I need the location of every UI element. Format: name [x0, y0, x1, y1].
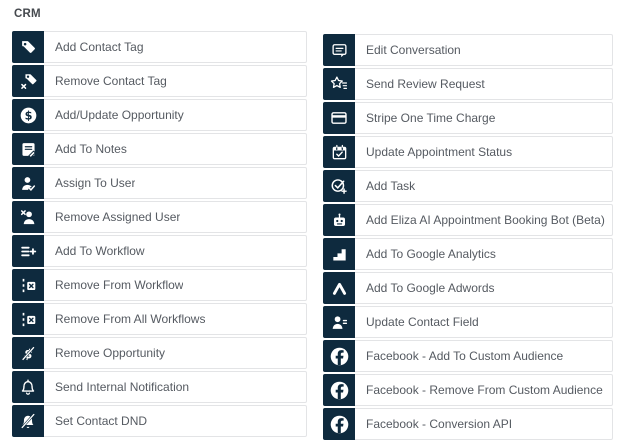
left-column: Add Contact Tag Remove Contact Tag Add/U…: [12, 31, 307, 442]
action-label: Add/Update Opportunity: [55, 108, 184, 122]
dollar-slash-icon: [12, 337, 44, 369]
action-label: Remove Assigned User: [55, 210, 181, 224]
action-label: Remove From All Workflows: [55, 312, 206, 326]
google-ads-icon: [323, 272, 355, 304]
action-update-contact-field[interactable]: Update Contact Field: [323, 306, 613, 338]
workflow-remove-icon: [12, 303, 44, 335]
facebook-icon: [323, 408, 355, 440]
action-facebook-remove-from-custom-audience[interactable]: Facebook - Remove From Custom Audience: [323, 374, 613, 406]
action-label: Set Contact DND: [55, 414, 148, 428]
action-label: Add To Notes: [55, 142, 127, 156]
action-add-update-opportunity[interactable]: Add/Update Opportunity: [12, 99, 307, 131]
user-check-icon: [12, 167, 44, 199]
workflow-add-icon: [12, 235, 44, 267]
action-remove-from-all-workflows[interactable]: Remove From All Workflows: [12, 303, 307, 335]
action-label: Remove Contact Tag: [55, 74, 167, 88]
action-label: Update Appointment Status: [366, 145, 513, 159]
action-add-to-google-analytics[interactable]: Add To Google Analytics: [323, 238, 613, 270]
action-add-to-notes[interactable]: Add To Notes: [12, 133, 307, 165]
right-column: Edit Conversation Send Review Request St…: [323, 34, 613, 442]
action-add-to-google-adwords[interactable]: Add To Google Adwords: [323, 272, 613, 304]
workflow-remove-icon: [12, 269, 44, 301]
note-edit-icon: [12, 133, 44, 165]
action-send-internal-notification[interactable]: Send Internal Notification: [12, 371, 307, 403]
action-add-task[interactable]: Add Task: [323, 170, 613, 202]
action-label: Send Internal Notification: [55, 380, 190, 394]
action-label: Send Review Request: [366, 77, 485, 91]
bell-icon: [12, 371, 44, 403]
action-add-contact-tag[interactable]: Add Contact Tag: [12, 31, 307, 63]
action-label: Update Contact Field: [366, 315, 479, 329]
action-label: Facebook - Conversion API: [366, 417, 513, 431]
calendar-check-icon: [323, 136, 355, 168]
action-stripe-one-time-charge[interactable]: Stripe One Time Charge: [323, 102, 613, 134]
action-add-eliza-ai-booking-bot[interactable]: Add Eliza AI Appointment Booking Bot (Be…: [323, 204, 613, 236]
action-label: Add To Workflow: [55, 244, 145, 258]
chat-edit-icon: [323, 34, 355, 66]
action-update-appointment-status[interactable]: Update Appointment Status: [323, 136, 613, 168]
facebook-icon: [323, 340, 355, 372]
action-label: Add Contact Tag: [55, 40, 144, 54]
user-field-icon: [323, 306, 355, 338]
action-label: Add To Google Adwords: [366, 281, 495, 295]
action-remove-from-workflow[interactable]: Remove From Workflow: [12, 269, 307, 301]
action-remove-assigned-user[interactable]: Remove Assigned User: [12, 201, 307, 233]
action-send-review-request[interactable]: Send Review Request: [323, 68, 613, 100]
task-add-icon: [323, 170, 355, 202]
action-remove-contact-tag[interactable]: Remove Contact Tag: [12, 65, 307, 97]
section-title: CRM: [14, 8, 41, 20]
star-review-icon: [323, 68, 355, 100]
action-remove-opportunity[interactable]: Remove Opportunity: [12, 337, 307, 369]
robot-icon: [323, 204, 355, 236]
google-analytics-icon: [323, 238, 355, 270]
action-assign-to-user[interactable]: Assign To User: [12, 167, 307, 199]
action-label: Assign To User: [55, 176, 136, 190]
action-label: Facebook - Add To Custom Audience: [366, 349, 564, 363]
facebook-icon: [323, 374, 355, 406]
action-add-to-workflow[interactable]: Add To Workflow: [12, 235, 307, 267]
action-label: Edit Conversation: [366, 43, 461, 57]
action-facebook-conversion-api[interactable]: Facebook - Conversion API: [323, 408, 613, 440]
user-remove-icon: [12, 201, 44, 233]
action-label: Stripe One Time Charge: [366, 111, 496, 125]
action-edit-conversation[interactable]: Edit Conversation: [323, 34, 613, 66]
action-facebook-add-to-custom-audience[interactable]: Facebook - Add To Custom Audience: [323, 340, 613, 372]
bell-slash-icon: [12, 405, 44, 437]
action-label: Remove From Workflow: [55, 278, 184, 292]
action-label: Add To Google Analytics: [366, 247, 496, 261]
action-set-contact-dnd[interactable]: Set Contact DND: [12, 405, 307, 437]
tag-remove-icon: [12, 65, 44, 97]
action-label: Facebook - Remove From Custom Audience: [366, 383, 603, 397]
action-label: Add Eliza AI Appointment Booking Bot (Be…: [366, 213, 605, 227]
credit-card-icon: [323, 102, 355, 134]
action-label: Add Task: [366, 179, 416, 193]
action-label: Remove Opportunity: [55, 346, 166, 360]
actions-grid: Add Contact Tag Remove Contact Tag Add/U…: [0, 31, 620, 442]
dollar-circle-icon: [12, 99, 44, 131]
tag-icon: [12, 31, 44, 63]
